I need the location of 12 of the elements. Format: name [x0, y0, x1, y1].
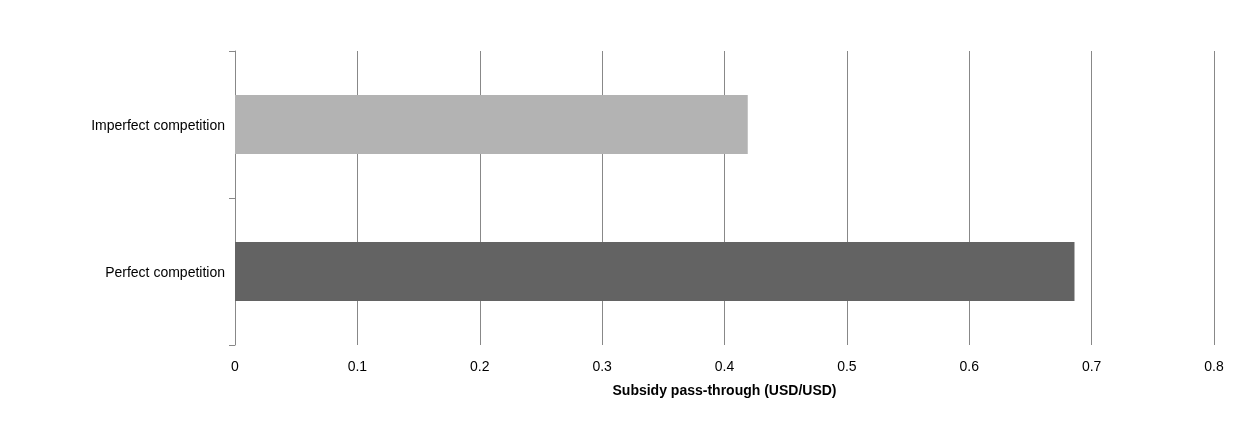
x-tick-label: 0 [231, 358, 240, 374]
y-tick-label: Perfect competition [105, 263, 225, 280]
x-tick-label: 0.5 [837, 358, 857, 374]
x-tick-label: 0.7 [1081, 358, 1102, 374]
x-axis-title: Subsidy pass-through (USD/USD) [612, 382, 837, 398]
x-tick-label: 0.8 [1204, 358, 1224, 374]
x-tick-label: 0.2 [470, 358, 490, 374]
y-tick-label: Imperfect competition [91, 116, 225, 133]
x-tick-label: 0.6 [959, 358, 980, 374]
x-tick-label: 0.1 [347, 358, 368, 374]
x-tick-label: 0.3 [592, 358, 613, 374]
x-tick-label: 0.4 [714, 358, 735, 374]
